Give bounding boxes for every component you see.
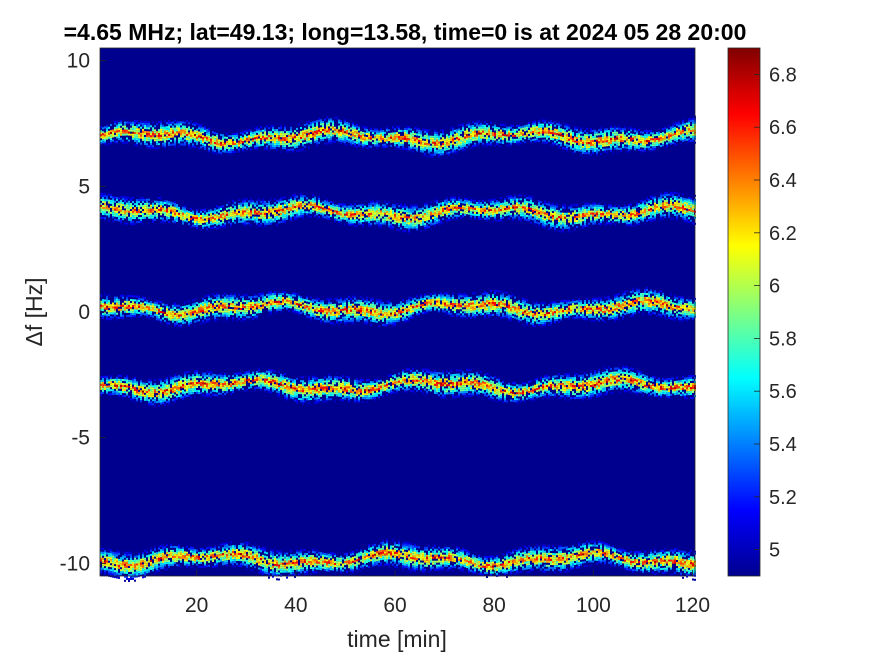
colorbar-tick-label: 6.2: [769, 223, 797, 245]
band-3: [100, 286, 696, 329]
band-layer: [100, 114, 696, 582]
y-tick-label: -10: [60, 552, 90, 575]
y-axis-label: Δf [Hz]: [21, 277, 47, 346]
colorbar-tick-label: 6: [769, 276, 780, 298]
colorbar: [727, 47, 761, 577]
x-tick-label: 80: [483, 594, 506, 617]
colorbar-ticks: 6.8 6.6 6.4 6.2 6 5.8 5.6 5.4 5.2 5: [754, 64, 797, 562]
chart-title: =4.65 MHz; lat=49.13; long=13.58, time=0…: [64, 19, 747, 45]
colorbar-tick-label: 6.8: [769, 64, 797, 86]
colorbar-tick-label: 5.6: [769, 381, 797, 403]
colorbar-tick-label: 5.2: [769, 487, 797, 509]
band-4: [100, 363, 696, 408]
y-tick-label: 10: [67, 50, 90, 73]
y-tick-label: -5: [71, 427, 90, 450]
colorbar-tick-label: 6.4: [769, 170, 797, 192]
y-tick-label: 5: [78, 175, 90, 198]
y-tick-label: 0: [78, 301, 90, 324]
x-tick-label: 60: [383, 594, 406, 617]
x-tick-label: 40: [284, 594, 307, 617]
colorbar-tick-label: 5.8: [769, 328, 797, 350]
colorbar-tick-label: 5.4: [769, 434, 797, 456]
y-axis: 10 5 0 -5 -10: [60, 50, 106, 575]
plot-area: [99, 47, 696, 582]
band-2: [100, 189, 696, 235]
x-axis: 20 40 60 80 100 120: [185, 570, 710, 617]
x-tick-label: 100: [576, 594, 611, 617]
colorbar-tick-label: 6.6: [769, 117, 797, 139]
x-tick-label: 120: [675, 594, 710, 617]
band-1: [100, 114, 696, 159]
colorbar-tick-label: 5: [769, 540, 780, 562]
x-tick-label: 20: [185, 594, 208, 617]
x-axis-label: time [min]: [347, 626, 447, 652]
band-5: [100, 537, 696, 582]
